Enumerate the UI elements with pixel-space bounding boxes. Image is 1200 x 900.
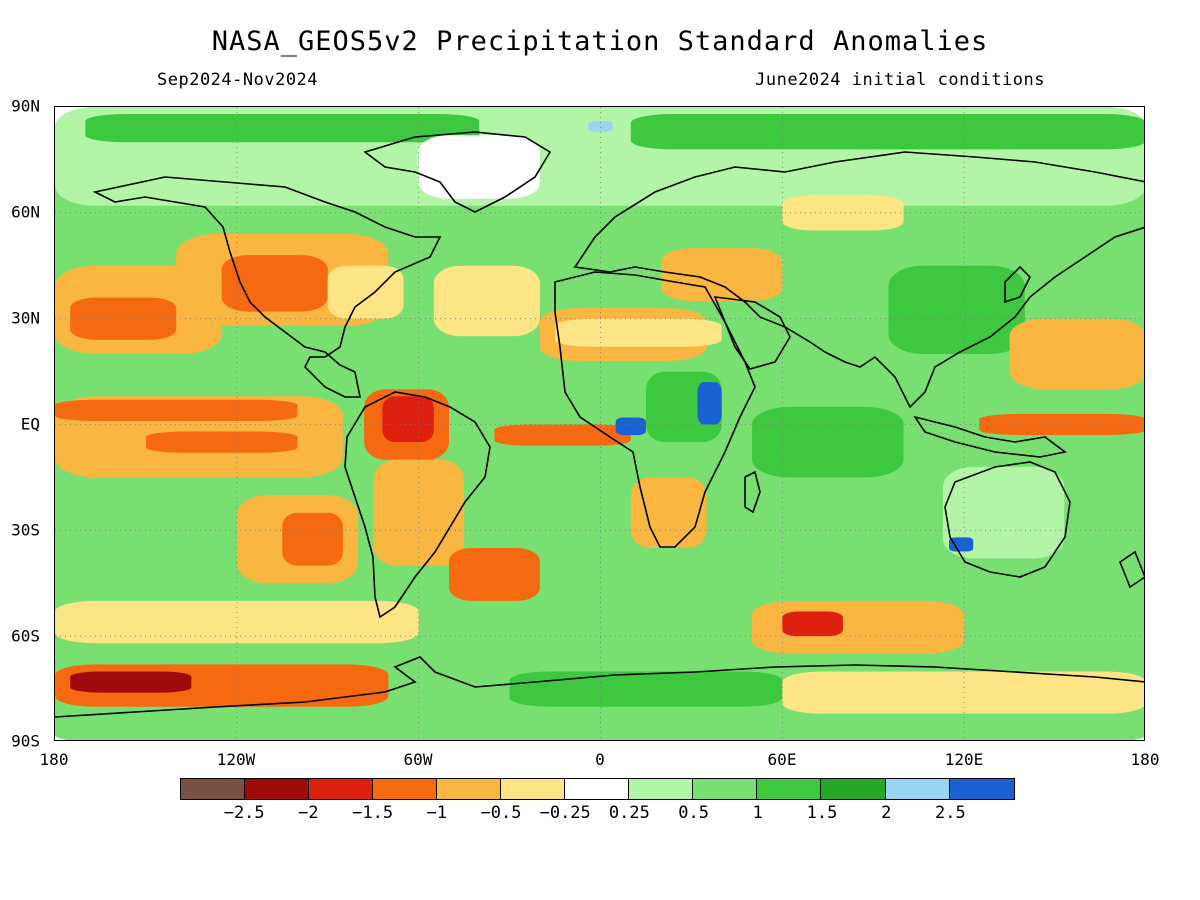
region-siberia-dry bbox=[782, 195, 904, 231]
colorbar-swatch bbox=[309, 779, 374, 799]
coastlines bbox=[55, 131, 1144, 718]
region-east-africa-very-wet bbox=[697, 382, 722, 425]
anomaly-map bbox=[54, 106, 1145, 741]
map-title: NASA_GEOS5v2 Precipitation Standard Anom… bbox=[211, 26, 989, 57]
colorbar-swatch bbox=[757, 779, 822, 799]
colorbar-label: 1.5 bbox=[806, 803, 838, 823]
colorbar-label: −1.5 bbox=[352, 803, 394, 823]
region-equatorial-pacific-dry-south bbox=[145, 431, 298, 453]
region-arctic-wet-band-east bbox=[630, 114, 1144, 150]
colorbar-label: 0.5 bbox=[678, 803, 709, 823]
region-southern-ocean-dry-core bbox=[782, 611, 843, 637]
anomaly-regions bbox=[55, 107, 1144, 740]
initial-conditions: June2024 initial conditions bbox=[755, 70, 1045, 90]
region-southern-africa-dry bbox=[630, 477, 707, 548]
coastline-south-america bbox=[344, 391, 491, 619]
region-arctic-wet-band bbox=[85, 114, 480, 143]
colorbar-swatch bbox=[373, 779, 438, 799]
colorbar-label: −1 bbox=[426, 803, 448, 823]
colorbar-swatch bbox=[437, 779, 502, 799]
colorbar-label: −2 bbox=[298, 803, 319, 823]
map-gridlines bbox=[55, 107, 1144, 740]
colorbar-swatch bbox=[885, 779, 950, 799]
region-west-pacific-dry bbox=[1009, 318, 1144, 390]
coastline-japan bbox=[1004, 265, 1031, 304]
colorbar-swatch bbox=[949, 779, 1014, 799]
region-south-pole-wet bbox=[55, 713, 1144, 740]
lat-label-30s: 30S bbox=[11, 520, 40, 540]
region-north-pacific-dry-core bbox=[70, 297, 177, 340]
coastline-indonesia bbox=[913, 415, 1067, 458]
lon-label-180e: 180 bbox=[1130, 750, 1160, 769]
lat-label-60n: 60N bbox=[11, 202, 40, 222]
coastline-madagascar bbox=[744, 470, 761, 514]
coastline-greenland bbox=[363, 131, 552, 213]
colorbar-swatch bbox=[501, 779, 566, 799]
region-equatorial-pacific-dry-core bbox=[55, 399, 298, 421]
region-southeast-pacific-dry-core bbox=[282, 512, 343, 566]
colorbar-label: 2 bbox=[881, 803, 892, 823]
colorbar-label: 2.5 bbox=[935, 803, 966, 823]
region-equatorial-atlantic-dry bbox=[494, 424, 631, 446]
coastline-antarctica bbox=[55, 656, 1144, 718]
region-north-atlantic-mixed bbox=[433, 265, 540, 337]
lon-label-180w: 180 bbox=[39, 750, 69, 769]
region-greenland-dry bbox=[418, 135, 540, 199]
lat-label-30n: 30N bbox=[11, 308, 40, 328]
region-ross-sea-dry-core bbox=[70, 671, 192, 693]
region-west-africa-very-wet bbox=[615, 417, 646, 436]
colorbar-label: −0.5 bbox=[480, 803, 522, 823]
coastline-eurasia bbox=[573, 151, 1144, 409]
colorbar bbox=[180, 778, 1015, 800]
colorbar-label: 1 bbox=[752, 803, 763, 823]
region-east-antarctica-mixed bbox=[782, 671, 1144, 714]
region-east-asia-wet bbox=[888, 265, 1025, 354]
lat-label-60s: 60S bbox=[11, 626, 40, 646]
colorbar-swatch bbox=[181, 779, 246, 799]
coastline-north-america bbox=[92, 176, 442, 398]
colorbar-swatch bbox=[245, 779, 310, 799]
region-antarctica-wet bbox=[509, 671, 783, 707]
colorbar-swatch bbox=[565, 779, 630, 799]
colorbar-swatch bbox=[693, 779, 758, 799]
colorbar-label: −2.5 bbox=[223, 803, 265, 823]
lon-label-120w: 120W bbox=[216, 750, 256, 769]
region-eastern-europe-dry bbox=[661, 248, 783, 302]
lon-label-120e: 120E bbox=[944, 750, 984, 769]
forecast-period: Sep2024-Nov2024 bbox=[157, 70, 319, 90]
lat-label-90n: 90N bbox=[11, 96, 40, 116]
region-north-america-dry-core bbox=[221, 255, 328, 312]
region-southwest-australia-wet bbox=[949, 537, 974, 552]
coastline-australia bbox=[944, 461, 1071, 578]
colorbar-swatch bbox=[821, 779, 886, 799]
colorbar-swatch bbox=[629, 779, 694, 799]
region-barents-wet-patch bbox=[588, 121, 613, 132]
coastline-new-zealand bbox=[1119, 550, 1144, 589]
lon-label-60e: 60E bbox=[767, 750, 797, 769]
region-amazon-dry-core bbox=[382, 396, 434, 443]
region-sahara-mixed bbox=[555, 318, 722, 347]
coastline-arabia bbox=[713, 296, 791, 370]
colorbar-label: 0.25 bbox=[608, 803, 650, 823]
region-west-equatorial-pacific-dry bbox=[979, 413, 1144, 436]
anomaly-map-canvas bbox=[55, 107, 1144, 740]
lon-label-0: 0 bbox=[595, 750, 605, 769]
lon-label-60w: 60W bbox=[403, 750, 433, 769]
region-indian-ocean-wet bbox=[752, 406, 904, 478]
lat-label-eq: EQ bbox=[20, 414, 40, 434]
colorbar-label: −0.25 bbox=[539, 803, 591, 823]
region-eastern-us-dry bbox=[327, 265, 404, 319]
region-australia-mixed bbox=[942, 466, 1065, 559]
region-southwest-atlantic-dry bbox=[448, 547, 540, 601]
coastline-africa bbox=[554, 271, 756, 548]
lat-label-90s: 90S bbox=[11, 731, 40, 751]
